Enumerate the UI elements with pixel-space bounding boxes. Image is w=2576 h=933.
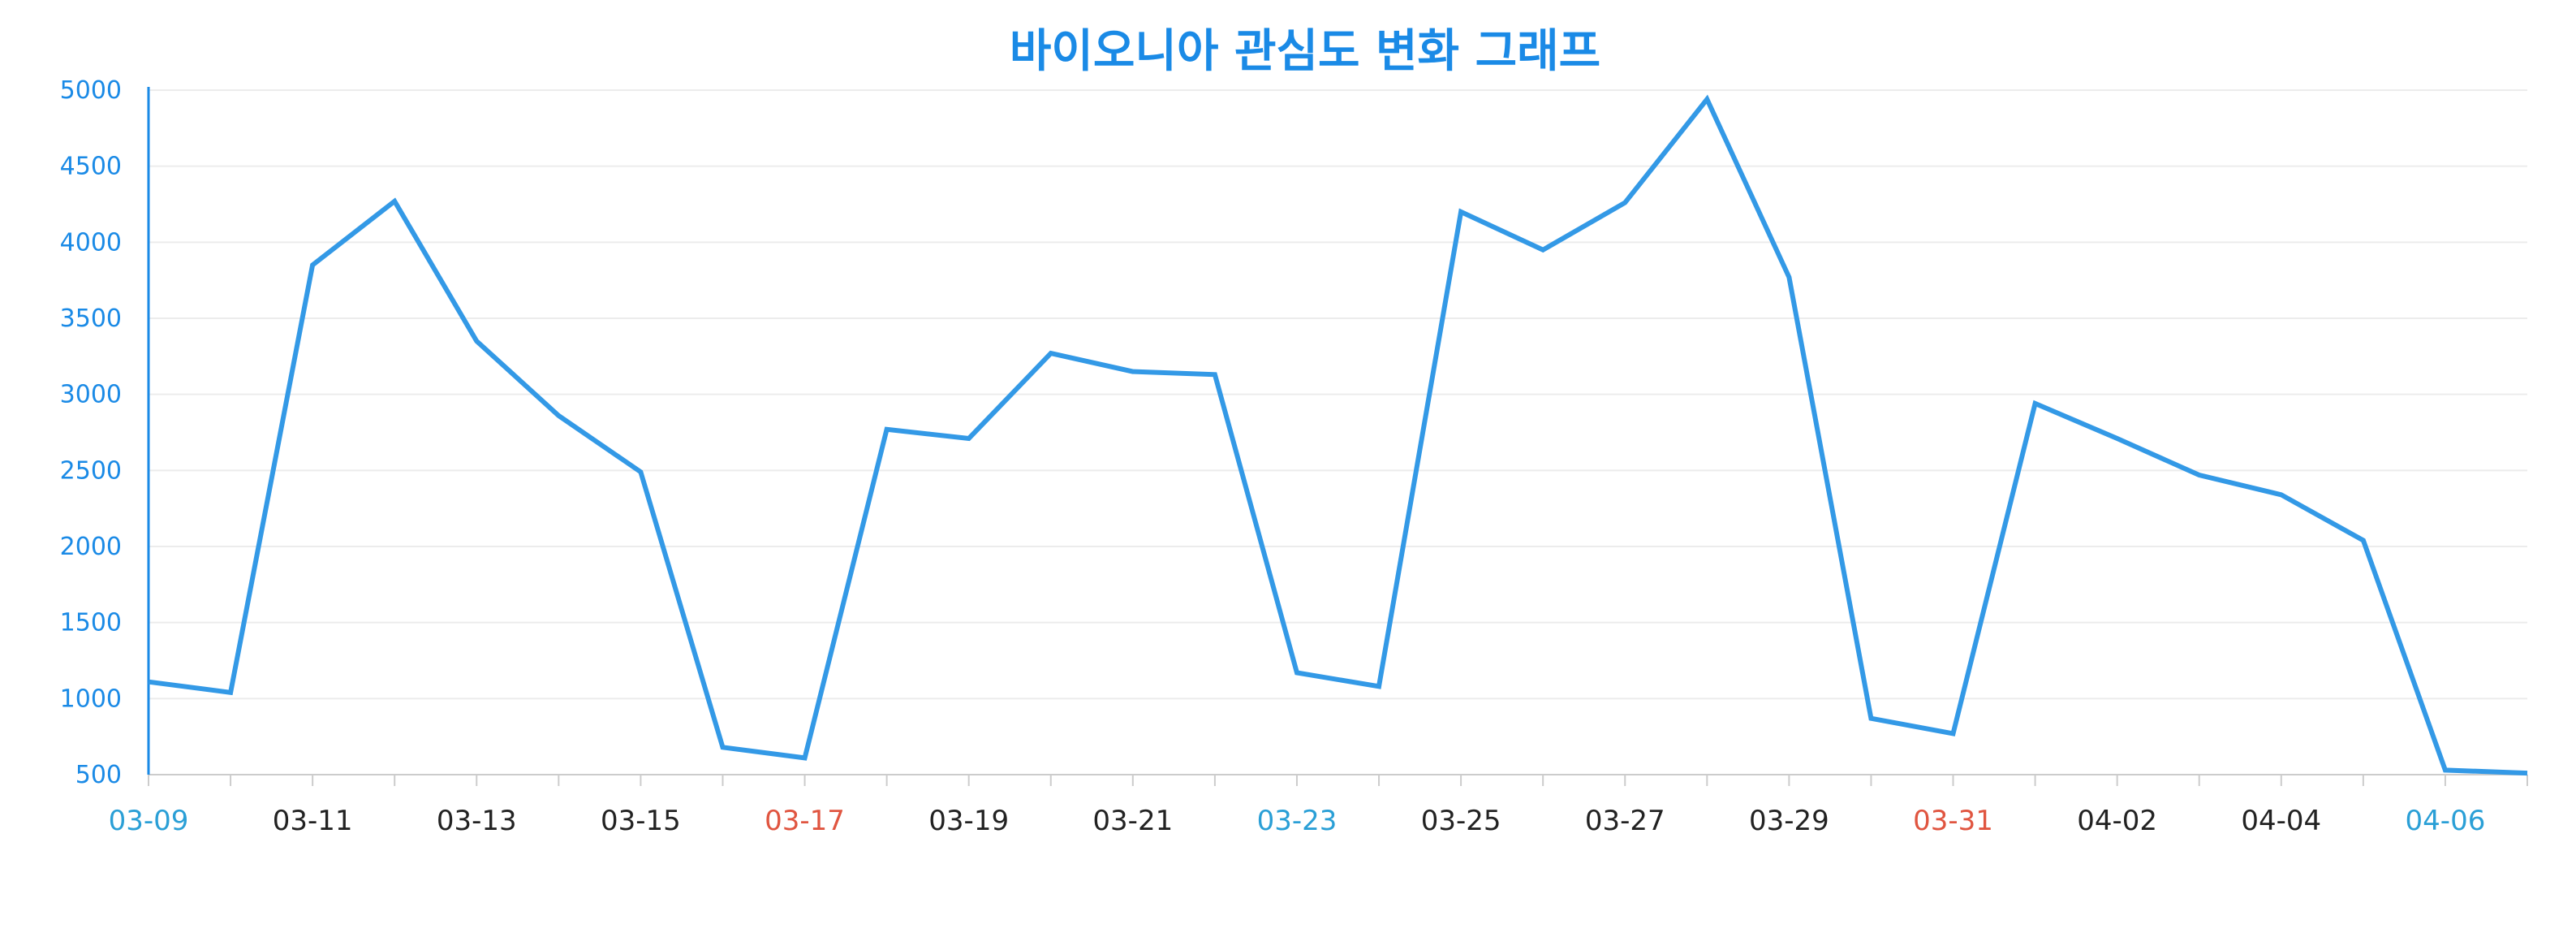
y-axis-ticks: 500 1000 1500 2000 2500 3000 3500 4000 4500 5000 xyxy=(60,76,122,789)
x-axis-ticks: 03-09 03-11 03-13 03-15 03-17 03-19 03-21 03-23… xyxy=(109,775,2528,837)
x-tick-label: 03-25 xyxy=(1421,805,1501,837)
y-tick-label: 1500 xyxy=(60,609,122,637)
x-tick-label: 04-04 xyxy=(2241,805,2321,837)
x-tick-label: 03-27 xyxy=(1585,805,1665,837)
x-tick-label: 03-15 xyxy=(601,805,681,837)
axes xyxy=(147,87,2527,775)
x-tick-label: 03-17 xyxy=(765,805,845,837)
y-tick-label: 2000 xyxy=(60,533,122,561)
x-tick-label: 03-29 xyxy=(1749,805,1829,837)
chart-title: 바이오니아 관심도 변화 그래프 xyxy=(1010,25,1600,78)
y-tick-label: 4000 xyxy=(60,228,122,257)
grid-lines xyxy=(149,89,2527,700)
x-tick-label: 03-19 xyxy=(928,805,1009,837)
y-tick-label: 500 xyxy=(75,761,122,789)
x-tick-label: 03-21 xyxy=(1092,805,1173,837)
y-tick-label: 3000 xyxy=(60,381,122,409)
y-tick-label: 4500 xyxy=(60,153,122,181)
y-tick-label: 5000 xyxy=(60,76,122,105)
x-tick-label: 03-13 xyxy=(437,805,517,837)
x-tick-label: 04-02 xyxy=(2077,805,2157,837)
series-lines xyxy=(148,94,2528,776)
y-tick-label: 3500 xyxy=(60,305,122,333)
y-tick-label: 1000 xyxy=(60,685,122,713)
x-tick-label: 03-11 xyxy=(273,805,353,837)
x-tick-label: 03-09 xyxy=(109,805,189,837)
series-line xyxy=(148,94,2528,776)
x-tick-label: 03-31 xyxy=(1913,805,1993,837)
x-tick-label: 04-06 xyxy=(2406,805,2486,837)
y-tick-label: 2500 xyxy=(60,456,122,485)
x-tick-label: 03-23 xyxy=(1257,805,1338,837)
